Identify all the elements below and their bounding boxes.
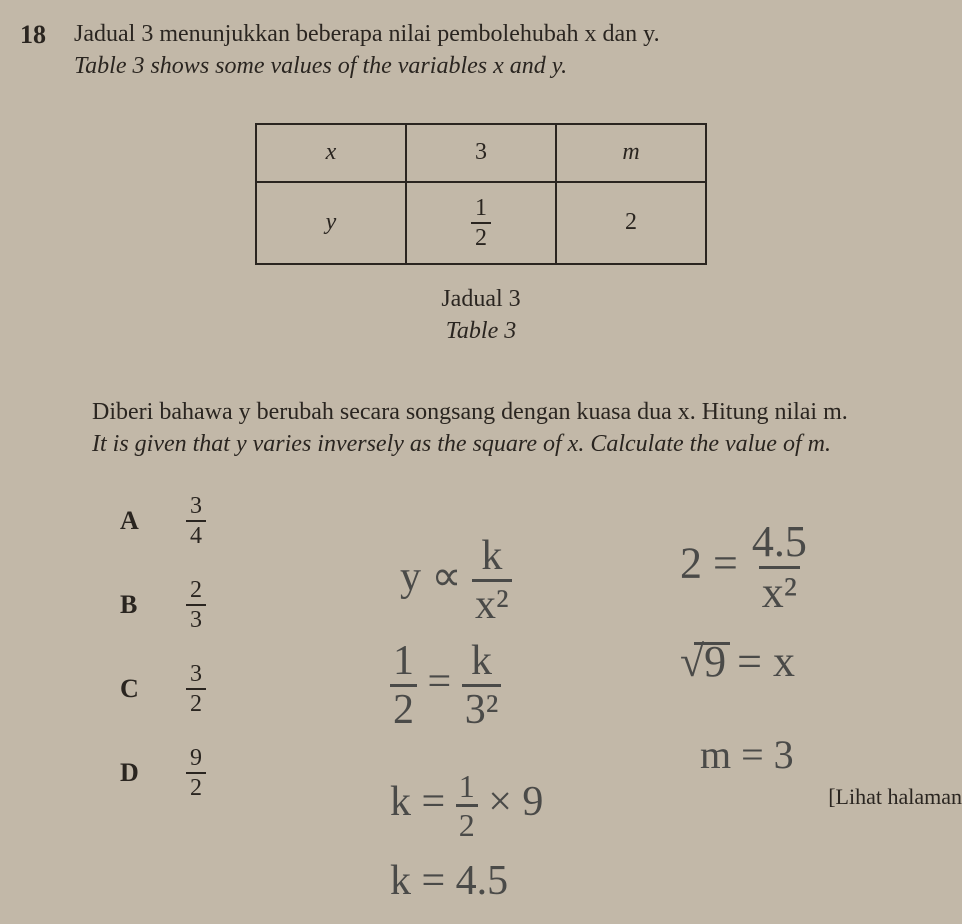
fraction-num: 3 xyxy=(186,662,206,688)
fraction-num: 3 xyxy=(186,494,206,520)
option-letter: A xyxy=(120,506,144,536)
fraction-num: 9 xyxy=(186,746,206,772)
explain-english: It is given that y varies inversely as t… xyxy=(92,428,922,460)
fraction-den: 2 xyxy=(186,688,206,716)
data-table: x 3 m y 1 2 2 xyxy=(255,123,707,265)
fraction-den: 2 xyxy=(471,222,491,250)
handwriting-eq4: k = 4.5 xyxy=(390,860,508,902)
cell-x-1: 3 xyxy=(406,124,556,182)
option-value: 23 xyxy=(186,578,206,632)
cell-y-label: y xyxy=(256,182,406,264)
question-text: Jadual 3 menunjukkan beberapa nilai pemb… xyxy=(74,18,660,83)
option-d: D 92 xyxy=(120,746,942,800)
question-english: Table 3 shows some values of the variabl… xyxy=(74,50,660,82)
caption-malay: Jadual 3 xyxy=(20,283,942,315)
cell-x-label: x xyxy=(256,124,406,182)
fraction-num: 2 xyxy=(186,578,206,604)
fraction-den: 4 xyxy=(186,520,206,548)
option-a: A 34 xyxy=(120,494,942,548)
table-container: x 3 m y 1 2 2 xyxy=(20,123,942,265)
exam-page: 18 Jadual 3 menunjukkan beberapa nilai p… xyxy=(0,0,962,850)
question-header: 18 Jadual 3 menunjukkan beberapa nilai p… xyxy=(20,18,942,83)
table-caption: Jadual 3 Table 3 xyxy=(20,283,942,348)
option-letter: C xyxy=(120,674,144,704)
cell-x-2: m xyxy=(556,124,706,182)
table-row: x 3 m xyxy=(256,124,706,182)
option-letter: D xyxy=(120,758,144,788)
fraction-den: 2 xyxy=(186,772,206,800)
option-letter: B xyxy=(120,590,144,620)
fraction-den: 3 xyxy=(186,604,206,632)
explain-malay: Diberi bahawa y berubah secara songsang … xyxy=(92,396,922,428)
fraction: 1 2 xyxy=(471,196,491,250)
option-value: 34 xyxy=(186,494,206,548)
answer-options: A 34 B 23 C 32 D 92 xyxy=(120,494,942,800)
question-malay: Jadual 3 menunjukkan beberapa nilai pemb… xyxy=(74,18,660,50)
fraction-num: 1 xyxy=(471,196,491,222)
option-value: 32 xyxy=(186,662,206,716)
hw-den: 2 xyxy=(456,804,478,841)
question-number: 18 xyxy=(20,18,46,50)
question-explain: Diberi bahawa y berubah secara songsang … xyxy=(92,396,922,461)
option-c: C 32 xyxy=(120,662,942,716)
footer-note: [Lihat halaman xyxy=(828,784,962,810)
cell-y-1: 1 2 xyxy=(406,182,556,264)
cell-y-2: 2 xyxy=(556,182,706,264)
caption-english: Table 3 xyxy=(20,315,942,347)
option-value: 92 xyxy=(186,746,206,800)
table-row: y 1 2 2 xyxy=(256,182,706,264)
option-b: B 23 xyxy=(120,578,942,632)
